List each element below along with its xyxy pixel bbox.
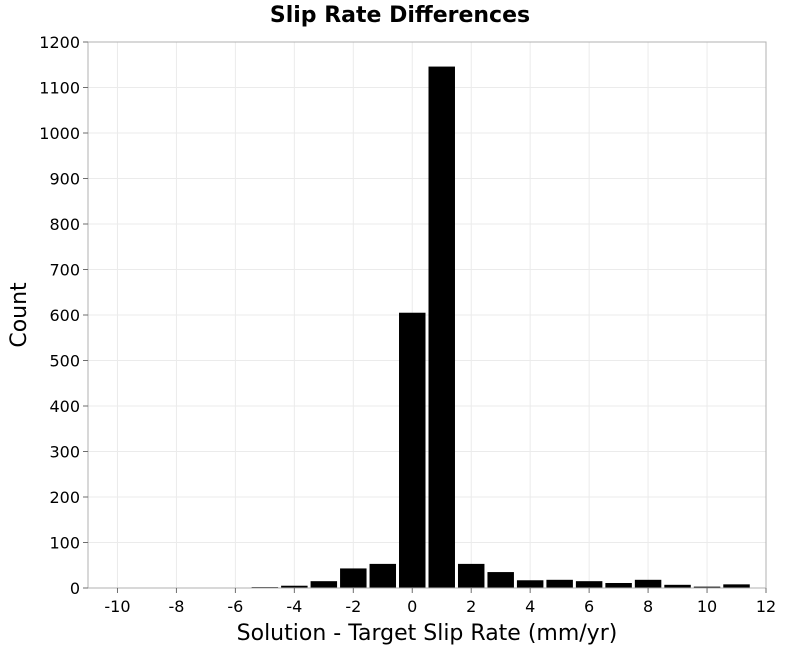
x-tick-label: -2 (345, 597, 361, 616)
y-tick-label: 1100 (39, 79, 80, 98)
histogram-bar (605, 582, 632, 588)
x-tick-label: -10 (104, 597, 130, 616)
x-tick-label: 8 (643, 597, 653, 616)
histogram-bars (251, 66, 750, 588)
x-tick-label: -8 (168, 597, 184, 616)
y-tick-label: 1000 (39, 124, 80, 143)
y-tick-label: 100 (49, 534, 80, 553)
x-tick-label: 2 (466, 597, 476, 616)
histogram-bar (428, 66, 455, 588)
y-tick-label: 1200 (39, 33, 80, 52)
histogram-bar (281, 585, 308, 588)
histogram-bar (310, 581, 338, 588)
y-tick-label: 0 (70, 579, 80, 598)
y-tick-label: 800 (49, 215, 80, 234)
y-axis-label: Count (7, 282, 32, 348)
histogram-bar (546, 579, 573, 588)
histogram-bar (457, 563, 485, 588)
histogram-bar (664, 584, 691, 588)
x-tick-label: 0 (407, 597, 417, 616)
chart-title: Slip Rate Differences (270, 3, 530, 28)
histogram-bar (340, 568, 367, 588)
x-tick-label: 12 (756, 597, 776, 616)
y-tick-label: 700 (49, 261, 80, 280)
histogram-bar (399, 312, 426, 588)
y-axis-ticks: 0 100 200 300 400 500 600 700 800 900 1000 1100 1200 (39, 33, 88, 598)
x-axis-label: Solution - Target Slip Rate (mm/yr) (237, 621, 618, 646)
histogram-bar (723, 584, 750, 588)
x-tick-label: -4 (286, 597, 302, 616)
histogram-bar (516, 580, 544, 588)
y-tick-label: 900 (49, 170, 80, 189)
y-tick-label: 500 (49, 352, 80, 371)
x-tick-label: -6 (227, 597, 243, 616)
y-tick-label: 300 (49, 443, 80, 462)
x-tick-label: 6 (584, 597, 594, 616)
histogram-bar (487, 572, 514, 588)
x-tick-label: 10 (697, 597, 717, 616)
histogram-bar (634, 579, 662, 588)
histogram-bar (369, 563, 397, 588)
x-tick-label: 4 (525, 597, 535, 616)
grid-lines (88, 41, 767, 589)
histogram-bar (693, 586, 721, 588)
x-axis-ticks: -10 -8 -6 -4 -2 0 2 4 6 8 10 12 (104, 588, 776, 616)
y-tick-label: 400 (49, 397, 80, 416)
histogram-bar (575, 581, 603, 588)
y-tick-label: 200 (49, 488, 80, 507)
y-tick-label: 600 (49, 306, 80, 325)
